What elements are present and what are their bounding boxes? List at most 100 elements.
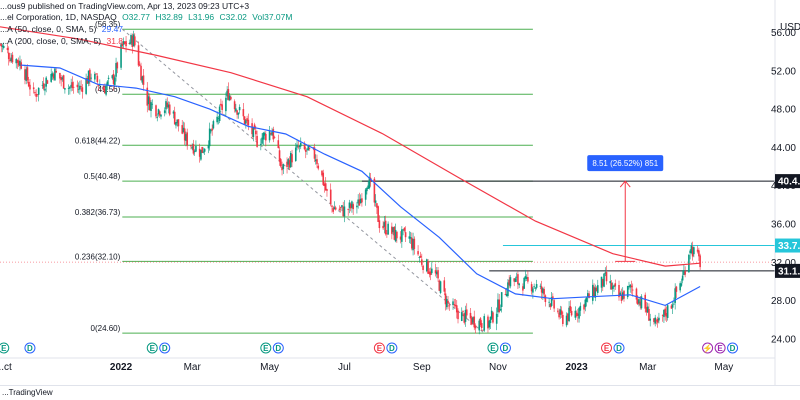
candle-body: [34, 91, 36, 94]
candle: [383, 215, 386, 234]
dividend-marker[interactable]: D: [272, 342, 284, 354]
candle: [182, 121, 185, 134]
candle-body: [500, 292, 503, 307]
candle: [203, 148, 206, 156]
candle-body: [474, 325, 477, 329]
earnings-marker[interactable]: E: [487, 342, 499, 354]
candle-body: [418, 256, 421, 258]
candle-body: [173, 111, 176, 125]
y-tick-label: 36.00: [771, 219, 796, 230]
candle-body: [384, 220, 387, 235]
earnings-marker[interactable]: E: [0, 342, 10, 354]
candle-body: [498, 299, 500, 312]
dividend-marker[interactable]: D: [24, 342, 36, 354]
candle: [600, 276, 603, 293]
candle-body: [368, 177, 371, 189]
candle: [522, 283, 524, 296]
candle: [299, 137, 302, 150]
split-marker[interactable]: ⚡: [702, 342, 714, 354]
event-circle: [159, 342, 171, 354]
candle-body: [141, 76, 144, 83]
candle: [80, 80, 82, 92]
fib-level-label: 0.5(40.48): [84, 172, 121, 181]
candle: [32, 82, 35, 94]
candle-body: [610, 282, 613, 290]
candle-body: [359, 198, 362, 204]
earnings-marker[interactable]: E: [601, 342, 613, 354]
earnings-marker[interactable]: E: [260, 342, 272, 354]
ma200-legend[interactable]: ...A (200, close, 0, SMA, 5) 31.8...: [0, 36, 133, 46]
candle-body: [514, 278, 517, 282]
dividend-marker[interactable]: D: [499, 342, 511, 354]
earnings-marker[interactable]: E: [146, 342, 158, 354]
candle: [386, 230, 388, 238]
candle: [394, 223, 397, 243]
dividend-marker[interactable]: D: [613, 342, 625, 354]
candle: [163, 107, 166, 117]
candle-body: [605, 272, 608, 282]
candle: [221, 100, 223, 116]
candle: [261, 133, 263, 145]
candle-body: [272, 129, 275, 140]
dividend-marker[interactable]: D: [727, 342, 739, 354]
candle: [514, 276, 517, 283]
candle-body: [679, 283, 681, 291]
candle: [530, 281, 533, 295]
ma50-legend[interactable]: ...A (50, close, 0, SMA, 5) 29.47: [0, 24, 126, 34]
support-tag[interactable]: 31.1...: [775, 263, 800, 278]
candle-body: [216, 116, 218, 123]
candle: [439, 280, 442, 295]
candle: [228, 92, 231, 102]
candle-body: [347, 208, 349, 210]
fib-level-label: 0.382(36.73): [75, 208, 121, 217]
candle-body: [653, 318, 655, 322]
event-letter: D: [730, 344, 736, 353]
candle-body: [303, 144, 306, 150]
ma50-line[interactable]: [21, 64, 701, 307]
candle: [279, 158, 282, 168]
candle-body: [6, 47, 9, 51]
candle-body: [262, 132, 265, 140]
candle: [539, 283, 542, 290]
resistance-tag[interactable]: 40.4...: [775, 174, 800, 189]
candle-body: [200, 149, 202, 160]
candle: [474, 323, 477, 334]
candle: [195, 140, 197, 153]
candle: [235, 103, 237, 113]
earnings-marker[interactable]: E: [373, 342, 385, 354]
ma200-line[interactable]: [0, 26, 701, 267]
candle-body: [356, 205, 358, 208]
candle-body: [618, 284, 620, 298]
candle: [306, 148, 308, 155]
candle-body: [115, 63, 117, 77]
dividend-marker[interactable]: D: [159, 342, 171, 354]
symbol-text[interactable]: ...el Corporation, 1D, NASDAQ: [0, 12, 117, 22]
candle-body: [357, 199, 359, 204]
candle: [141, 75, 144, 85]
candle: [0, 42, 1, 46]
candle: [393, 226, 396, 241]
candle-body: [596, 285, 599, 293]
candle-body: [306, 148, 308, 150]
tradingview-brand[interactable]: ...TradingView: [2, 388, 53, 397]
candle-body: [24, 69, 26, 80]
candle-body: [202, 151, 205, 153]
ma200-label: ...A (200, close, 0, SMA, 5): [0, 36, 102, 46]
candle-body: [378, 220, 381, 229]
price-tag[interactable]: 33.7...: [775, 238, 800, 253]
candle-body: [666, 305, 669, 318]
earnings-marker[interactable]: E: [714, 342, 726, 354]
candle: [487, 314, 489, 333]
dividend-marker[interactable]: D: [386, 342, 398, 354]
candle: [631, 283, 634, 297]
candle-body: [211, 128, 213, 131]
measure-callout[interactable]: [587, 155, 664, 172]
candle: [543, 286, 545, 299]
event-letter: D: [616, 344, 622, 353]
candle-body: [70, 84, 72, 87]
x-tick-label: May: [260, 362, 279, 373]
candle-body: [32, 87, 35, 90]
candle: [479, 316, 482, 328]
fib-level-label: 0.618(44.22): [75, 136, 121, 145]
